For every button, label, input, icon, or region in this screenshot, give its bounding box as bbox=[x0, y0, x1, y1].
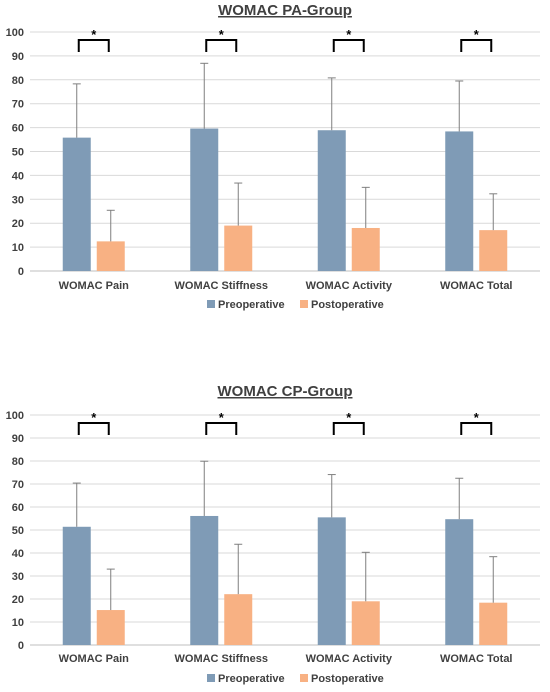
significance-bracket bbox=[332, 39, 365, 52]
y-tick-label: 0 bbox=[18, 266, 24, 278]
x-category-label: WOMAC Stiffness bbox=[175, 280, 269, 292]
significance-bracket bbox=[205, 422, 238, 435]
bar-preoperative-2 bbox=[190, 128, 219, 271]
x-category-label: WOMAC Stiffness bbox=[175, 653, 269, 665]
x-category-label: WOMAC Pain bbox=[59, 280, 130, 292]
x-category-label: WOMAC Total bbox=[440, 280, 513, 292]
y-tick-label: 10 bbox=[12, 617, 24, 629]
legend-label-postoperative: Postoperative bbox=[311, 673, 384, 685]
significance-bracket bbox=[460, 39, 493, 52]
chart-2: WOMAC CP-Group 0 10 20 30 40 50 60 70 80 90 100 * WOM… bbox=[6, 383, 540, 685]
significance-bracket bbox=[460, 422, 493, 435]
bar-preoperative-3 bbox=[317, 130, 346, 271]
y-tick-label: 50 bbox=[12, 525, 24, 537]
bar-preoperative-4 bbox=[445, 519, 474, 645]
y-tick-label: 100 bbox=[6, 410, 24, 422]
y-tick-label: 60 bbox=[12, 502, 24, 514]
bar-preoperative-3 bbox=[317, 517, 346, 645]
y-tick-label: 30 bbox=[12, 571, 24, 583]
significance-star: * bbox=[346, 410, 352, 425]
y-tick-label: 90 bbox=[12, 51, 24, 63]
bar-postoperative-4 bbox=[479, 230, 508, 271]
significance-star: * bbox=[474, 410, 480, 425]
chart-title: WOMAC CP-Group bbox=[218, 383, 353, 400]
legend-swatch-postoperative bbox=[300, 674, 308, 682]
y-tick-label: 70 bbox=[12, 99, 24, 111]
x-category-label: WOMAC Total bbox=[440, 653, 513, 665]
legend: Preoperative Postoperative bbox=[207, 299, 384, 311]
legend: Preoperative Postoperative bbox=[207, 673, 384, 685]
bar-postoperative-3 bbox=[351, 227, 380, 271]
significance-bracket bbox=[332, 422, 365, 435]
x-category-label: WOMAC Activity bbox=[306, 280, 393, 292]
chart-1: WOMAC PA-Group 0 10 20 30 40 50 60 70 80 90 100 * WOM… bbox=[6, 2, 540, 311]
chart-title: WOMAC PA-Group bbox=[218, 2, 352, 19]
y-tick-label: 50 bbox=[12, 147, 24, 159]
bar-postoperative-1 bbox=[96, 610, 125, 645]
y-tick-label: 80 bbox=[12, 456, 24, 468]
significance-star: * bbox=[91, 27, 97, 42]
significance-star: * bbox=[474, 27, 480, 42]
bar-postoperative-2 bbox=[224, 225, 253, 271]
significance-star: * bbox=[346, 27, 352, 42]
y-tick-label: 10 bbox=[12, 242, 24, 254]
bar-preoperative-2 bbox=[190, 515, 219, 645]
significance-star: * bbox=[219, 410, 225, 425]
x-category-label: WOMAC Activity bbox=[306, 653, 393, 665]
bar-postoperative-4 bbox=[479, 602, 508, 645]
y-tick-label: 40 bbox=[12, 170, 24, 182]
y-tick-label: 60 bbox=[12, 123, 24, 135]
bar-preoperative-1 bbox=[62, 526, 91, 645]
significance-bracket bbox=[205, 39, 238, 52]
bar-postoperative-3 bbox=[351, 601, 380, 645]
significance-star: * bbox=[91, 410, 97, 425]
legend-swatch-preoperative bbox=[207, 674, 215, 682]
y-tick-label: 30 bbox=[12, 194, 24, 206]
y-tick-label: 70 bbox=[12, 479, 24, 491]
legend-swatch-preoperative bbox=[207, 300, 215, 308]
y-tick-label: 20 bbox=[12, 218, 24, 230]
y-tick-label: 0 bbox=[18, 640, 24, 652]
legend-label-preoperative: Preoperative bbox=[218, 673, 285, 685]
legend-label-preoperative: Preoperative bbox=[218, 299, 285, 311]
bar-postoperative-2 bbox=[224, 594, 253, 645]
bar-preoperative-1 bbox=[62, 137, 91, 271]
legend-swatch-postoperative bbox=[300, 300, 308, 308]
y-tick-label: 100 bbox=[6, 27, 24, 39]
bar-postoperative-1 bbox=[96, 241, 125, 271]
y-tick-label: 20 bbox=[12, 594, 24, 606]
significance-star: * bbox=[219, 27, 225, 42]
y-tick-label: 40 bbox=[12, 548, 24, 560]
y-tick-label: 80 bbox=[12, 75, 24, 87]
legend-label-postoperative: Postoperative bbox=[311, 299, 384, 311]
x-category-label: WOMAC Pain bbox=[59, 653, 130, 665]
significance-bracket bbox=[77, 39, 110, 52]
y-tick-label: 90 bbox=[12, 433, 24, 445]
significance-bracket bbox=[77, 422, 110, 435]
bar-preoperative-4 bbox=[445, 131, 474, 271]
